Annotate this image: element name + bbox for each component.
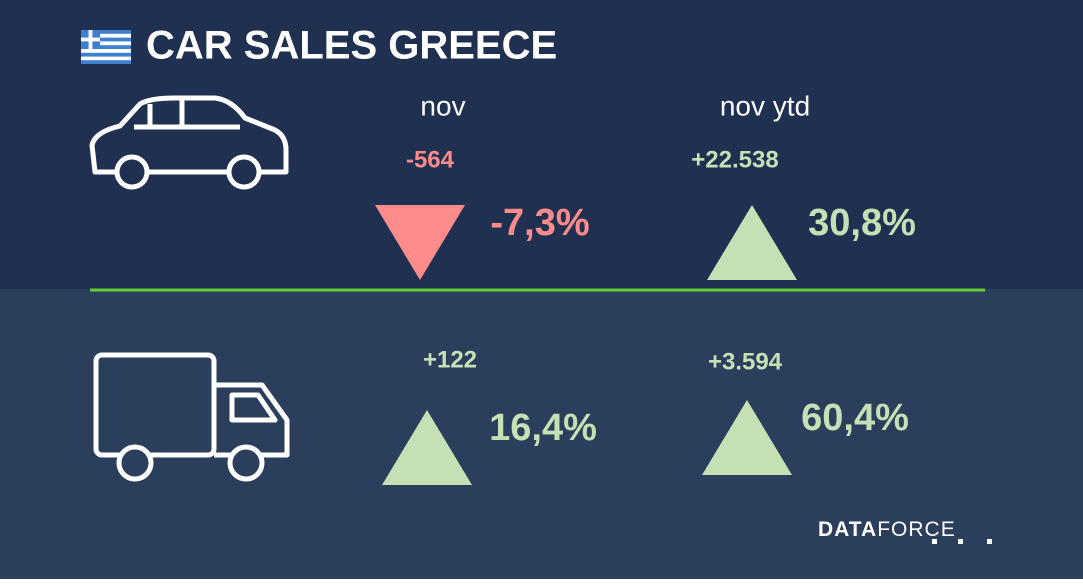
percent-value: 30,8% [808, 202, 916, 244]
percent-value: 16,4% [489, 407, 597, 449]
trend-arrow [702, 400, 792, 475]
trend-arrow [375, 205, 465, 280]
change-value: +22.538 [691, 146, 778, 173]
title: CAR SALES GREECE [146, 24, 557, 68]
truck-icon [93, 352, 290, 482]
bottom-panel [0, 289, 1083, 579]
top-panel [0, 0, 1083, 289]
column-header: nov ytd [720, 90, 810, 121]
greek-flag [81, 30, 131, 64]
trend-arrow [707, 205, 797, 280]
brand-dots [932, 539, 992, 544]
percent-value: 60,4% [801, 397, 909, 439]
trend-arrow [382, 410, 472, 485]
change-value: -564 [406, 146, 455, 173]
brand: DATAFORCE [818, 518, 956, 541]
column-header: nov [420, 90, 465, 121]
car-icon [89, 95, 289, 190]
change-value: +122 [423, 346, 477, 373]
brand-light: FORCE [877, 518, 956, 541]
change-value: +3.594 [708, 348, 783, 375]
percent-value: -7,3% [490, 202, 589, 244]
brand-bold: DATA [818, 518, 877, 541]
